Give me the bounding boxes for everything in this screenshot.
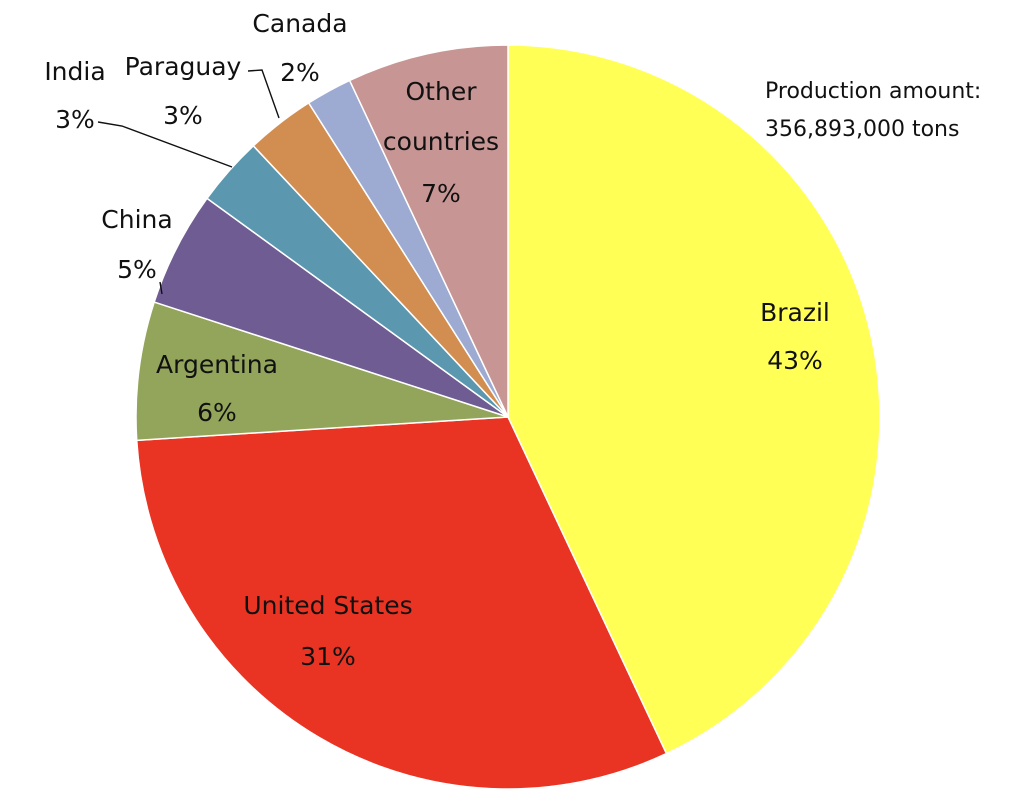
label-paraguay: Paraguay 3% <box>125 52 242 130</box>
label-name-other-countries-2: countries <box>383 127 499 156</box>
leader-line-india <box>97 121 233 168</box>
label-other-countries: Other countries 7% <box>383 77 499 208</box>
production-note-line-2: 356,893,000 tons <box>765 117 959 142</box>
slice-brazil <box>507 44 881 755</box>
slice-united-states <box>135 416 668 790</box>
leader-line-china <box>159 281 163 295</box>
label-name-argentina: Argentina <box>156 350 278 379</box>
label-percent-paraguay: 3% <box>163 101 203 130</box>
label-united-states: United States 31% <box>243 591 412 671</box>
leader-lines <box>97 69 280 295</box>
label-name-paraguay: Paraguay <box>125 52 242 81</box>
label-percent-united-states: 31% <box>300 642 356 671</box>
label-brazil: Brazil 43% <box>760 298 830 375</box>
label-percent-other-countries: 7% <box>421 179 461 208</box>
label-name-united-states: United States <box>243 591 412 620</box>
label-name-other-countries-1: Other <box>406 77 478 106</box>
production-note: Production amount: 356,893,000 tons <box>765 79 988 142</box>
label-percent-brazil: 43% <box>767 346 823 375</box>
label-percent-argentina: 6% <box>197 398 237 427</box>
label-argentina: Argentina 6% <box>156 350 278 427</box>
production-note-line-1: Production amount: <box>765 79 981 104</box>
label-india: India 3% <box>44 57 105 134</box>
leader-line-paraguay <box>247 69 280 119</box>
slice-labels: Brazil 43% United States 31% Argentina 6% Chin… <box>44 9 830 671</box>
label-name-india: India <box>44 57 105 86</box>
label-name-brazil: Brazil <box>760 298 830 327</box>
label-percent-canada: 2% <box>280 58 320 87</box>
label-name-china: China <box>101 205 172 234</box>
slice-other-countries <box>348 44 509 418</box>
label-canada: Canada 2% <box>252 9 347 87</box>
pie-slices <box>135 44 881 790</box>
slice-argentina <box>135 301 509 442</box>
label-percent-india: 3% <box>55 105 95 134</box>
label-name-canada: Canada <box>252 9 347 38</box>
label-percent-china: 5% <box>117 255 157 284</box>
label-china: China 5% <box>101 205 172 284</box>
